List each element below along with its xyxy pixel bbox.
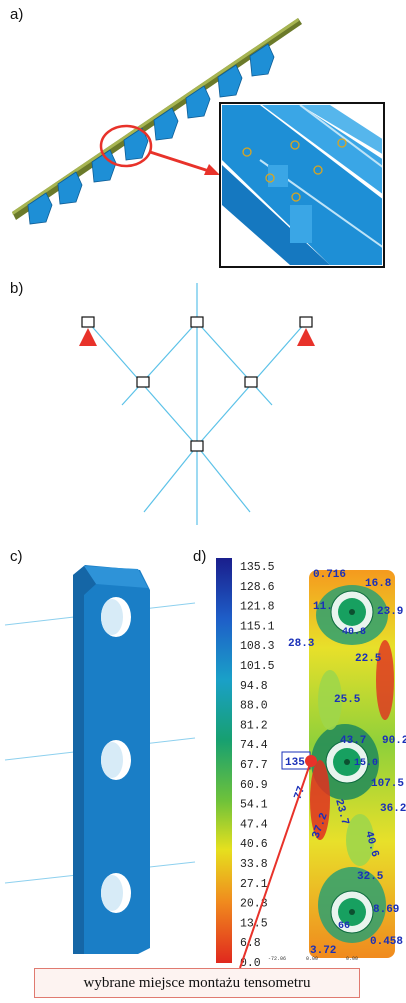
stress-label: 8.69 <box>373 904 399 916</box>
small-scale-label: -72.06 <box>268 956 286 962</box>
stress-label: 16.8 <box>365 578 392 590</box>
stress-labels: 0.716 16.8 11. 23.9 28.3 40.8 22.5 25.5 … <box>288 569 406 957</box>
caption-text: wybrane miejsce montażu tensometru <box>83 974 311 991</box>
highlight-circle <box>99 124 153 168</box>
bracket-row <box>27 43 275 225</box>
colorbar-tick-label: 94.8 <box>240 680 268 693</box>
stress-label: 90.2 <box>382 735 406 747</box>
callout-line <box>239 760 312 969</box>
colorbar-tick-label: 135.5 <box>240 561 275 574</box>
colorbar-tick-label: 54.1 <box>240 799 268 812</box>
colorbar-tick-label: 74.4 <box>240 739 268 752</box>
stress-label: 28.3 <box>288 638 315 650</box>
colorbar <box>216 558 232 963</box>
stress-label: 22.5 <box>355 653 382 665</box>
stress-label: 15.0 <box>354 758 378 769</box>
colorbar-tick-label: 81.2 <box>240 719 268 732</box>
support-right-icon <box>297 328 315 346</box>
colorbar-tick-label: 27.1 <box>240 878 268 891</box>
stress-label: 0.458 <box>370 936 403 948</box>
colorbar-tick-label: 115.1 <box>240 620 275 633</box>
colorbar-tick-label: 0.0 <box>240 957 261 970</box>
stress-label: 25.5 <box>334 694 361 706</box>
stress-label: 66 <box>338 921 350 932</box>
stress-label: 23.9 <box>377 606 403 618</box>
caption-box: wybrane miejsce montażu tensometru <box>34 968 360 998</box>
colorbar-tick-label: 101.5 <box>240 660 275 673</box>
colorbar-tick-label: 121.8 <box>240 601 275 614</box>
stress-label: 107.5 <box>371 778 404 790</box>
colorbar-tick-label: 60.9 <box>240 779 268 792</box>
colorbar-tick-label: 47.4 <box>240 818 268 831</box>
colorbar-tick-label: 67.7 <box>240 759 268 772</box>
colorbar-tick-label: 88.0 <box>240 700 268 713</box>
stress-label: 3.72 <box>310 945 336 957</box>
colorbar-tick-label: 128.6 <box>240 581 275 594</box>
colorbar-ticks: 135.5 128.6 121.8 115.1 108.3 101.5 94.8 88.0 81… <box>240 561 275 970</box>
stress-label: 11. <box>313 601 333 613</box>
colorbar-tick-label: 108.3 <box>240 640 275 653</box>
small-scale-label: 0.00 <box>346 956 358 962</box>
stress-label: 43.7 <box>340 735 366 747</box>
colorbar-tick-label: 13.5 <box>240 917 268 930</box>
stress-map-plate <box>309 570 395 958</box>
picked-value: 135 <box>285 757 305 769</box>
zoom-arrow <box>149 150 213 174</box>
stress-label: 40.8 <box>342 627 366 638</box>
panel-label-a: a) <box>10 6 24 23</box>
colorbar-tick-label: 6.8 <box>240 937 261 950</box>
panel-label-c: c) <box>10 548 23 565</box>
stress-label: 36.2 <box>380 803 406 815</box>
panel-a-rail-assembly <box>12 18 385 268</box>
panel-c-plate <box>4 565 196 954</box>
scheme-nodes <box>81 316 313 452</box>
small-scale-label: 0.00 <box>306 956 318 962</box>
support-left-icon <box>79 328 97 346</box>
stress-label: 32.5 <box>357 871 384 883</box>
colorbar-tick-label: 33.8 <box>240 858 268 871</box>
stress-label: 0.716 <box>313 569 346 581</box>
colorbar-tick-label: 40.6 <box>240 838 268 851</box>
panel-label-b: b) <box>10 280 24 297</box>
panel-label-d: d) <box>193 548 207 565</box>
